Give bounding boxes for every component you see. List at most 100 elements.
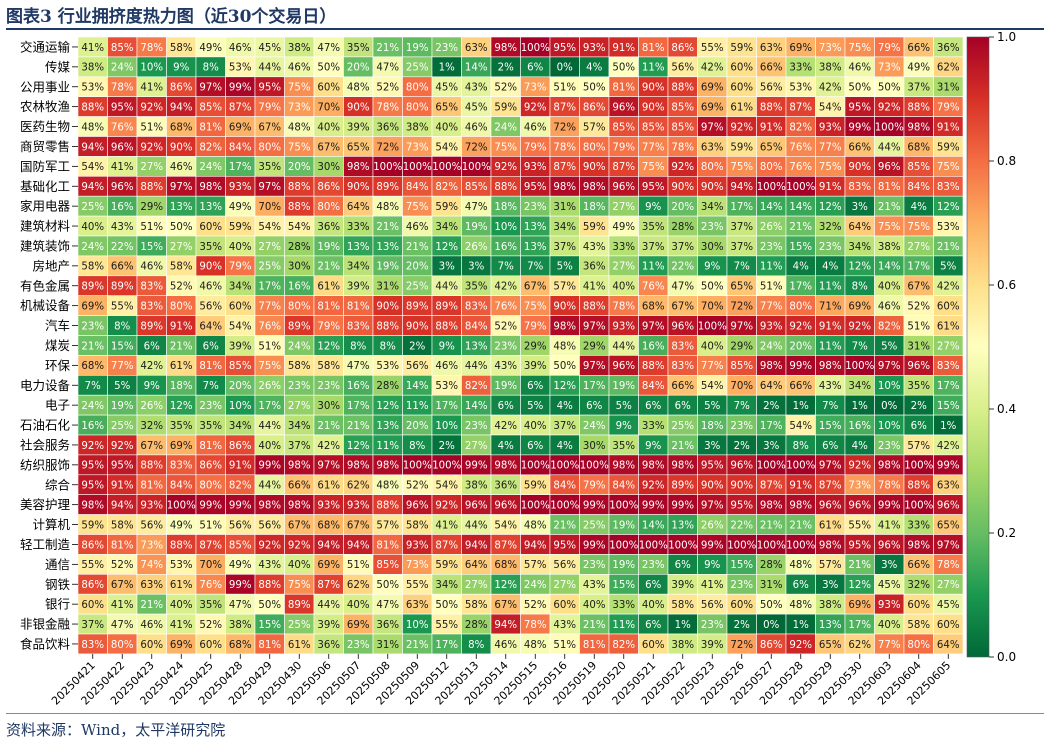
cell-value-label: 6% (527, 381, 543, 392)
cell-value-label: 96% (612, 102, 635, 113)
cell-value-label: 11% (642, 262, 665, 273)
colorbar-gradient (967, 37, 989, 657)
cell-value-label: 100% (639, 540, 668, 551)
cell-value-label: 86% (199, 461, 222, 472)
cell-value-label: 16% (494, 242, 517, 253)
cell-value-label: 15% (258, 620, 281, 631)
cell-value-label: 94% (730, 182, 753, 193)
cell-value-label: 88% (435, 321, 458, 332)
cell-value-label: 5% (114, 381, 130, 392)
cell-value-label: 31% (937, 83, 960, 94)
cell-value-label: 36% (376, 620, 399, 631)
cell-value-label: 9% (645, 441, 661, 452)
cell-value-label: 94% (494, 620, 517, 631)
cell-value-label: 95% (848, 540, 871, 551)
cell-value-label: 12% (553, 381, 576, 392)
cell-value-label: 8% (203, 63, 219, 74)
cell-value-label: 100% (786, 182, 815, 193)
cell-value-label: 25% (406, 282, 429, 293)
cell-value-label: 7% (203, 381, 219, 392)
cell-value-label: 96% (465, 500, 488, 511)
cell-value-label: 20% (789, 341, 812, 352)
cell-value-label: 20% (347, 63, 370, 74)
cell-value-label: 51% (140, 122, 163, 133)
cell-value-label: 99% (229, 83, 252, 94)
cell-value-label: 21% (937, 242, 960, 253)
cell-value-label: 53% (376, 361, 399, 372)
row-label: 电子 (45, 398, 70, 413)
cell-value-label: 80% (170, 301, 193, 312)
cell-value-label: 29% (583, 341, 606, 352)
cell-value-label: 9% (704, 560, 720, 571)
colorbar-tick-label: 0.2 (997, 526, 1016, 540)
cell-value-label: 6% (527, 63, 543, 74)
cell-value-label: 100% (403, 461, 432, 472)
cell-value-label: 50% (760, 600, 783, 611)
cell-value-label: 77% (258, 301, 281, 312)
cell-value-label: 40% (524, 421, 547, 432)
cell-value-label: 34% (435, 222, 458, 233)
cell-value-label: 25% (81, 202, 104, 213)
cell-value-label: 40% (878, 282, 901, 293)
cell-value-label: 76% (789, 162, 812, 173)
cell-value-label: 36% (937, 43, 960, 54)
cell-value-label: 81% (317, 301, 340, 312)
cell-value-label: 100% (550, 461, 579, 472)
cell-value-label: 89% (376, 182, 399, 193)
cell-value-label: 95% (701, 461, 724, 472)
cell-value-label: 78% (878, 481, 901, 492)
cell-value-label: 86% (583, 102, 606, 113)
cell-value-label: 66% (671, 381, 694, 392)
cell-value-label: 18% (701, 421, 724, 432)
cell-value-label: 21% (347, 421, 370, 432)
cell-value-label: 32% (907, 580, 930, 591)
cell-value-label: 100% (698, 321, 727, 332)
cell-value-label: 28% (288, 242, 311, 253)
cell-value-label: 88% (642, 361, 665, 372)
cell-value-label: 24% (199, 162, 222, 173)
cell-value-label: 27% (465, 580, 488, 591)
cell-value-label: 46% (494, 640, 517, 651)
cell-value-label: 54% (494, 520, 517, 531)
cell-value-label: 69% (848, 301, 871, 312)
cell-value-label: 52% (494, 321, 517, 332)
cell-value-label: 92% (494, 162, 517, 173)
cell-value-label: 95% (553, 43, 576, 54)
cell-value-label: 35% (347, 43, 370, 54)
cell-value-label: 92% (288, 540, 311, 551)
cell-value-label: 23% (878, 441, 901, 452)
cell-value-label: 84% (406, 182, 429, 193)
row-label: 食品饮料 (20, 636, 71, 651)
cell-value-label: 14% (406, 381, 429, 392)
cell-value-label: 35% (199, 600, 222, 611)
cell-value-label: 94% (465, 540, 488, 551)
cell-value-label: 87% (494, 540, 517, 551)
cell-value-label: 88% (671, 83, 694, 94)
cell-value-label: 85% (199, 102, 222, 113)
cell-value-label: 86% (671, 43, 694, 54)
cell-value-label: 23% (583, 560, 606, 571)
cell-value-label: 95% (730, 500, 753, 511)
cell-value-label: 49% (170, 520, 193, 531)
cell-value-label: 94% (347, 540, 370, 551)
cell-value-label: 70% (258, 202, 281, 213)
cell-value-label: 97% (317, 461, 340, 472)
cell-value-label: 75% (258, 361, 281, 372)
cell-value-label: 69% (170, 640, 193, 651)
cell-value-label: 15% (937, 401, 960, 412)
cell-value-label: 88% (81, 102, 104, 113)
cell-value-label: 47% (671, 282, 694, 293)
source-rule (6, 713, 1044, 714)
cell-value-label: 96% (878, 540, 901, 551)
cell-value-label: 21% (671, 441, 694, 452)
row-label: 环保 (45, 358, 71, 373)
cell-value-label: 99% (789, 361, 812, 372)
cell-value-label: 46% (465, 122, 488, 133)
cell-value-label: 95% (524, 182, 547, 193)
cell-value-label: 53% (789, 83, 812, 94)
cell-value-label: 84% (907, 182, 930, 193)
cell-value-label: 12% (937, 202, 960, 213)
cell-value-label: 4% (822, 262, 838, 273)
cell-value-label: 2% (409, 341, 425, 352)
cell-value-label: 75% (819, 162, 842, 173)
